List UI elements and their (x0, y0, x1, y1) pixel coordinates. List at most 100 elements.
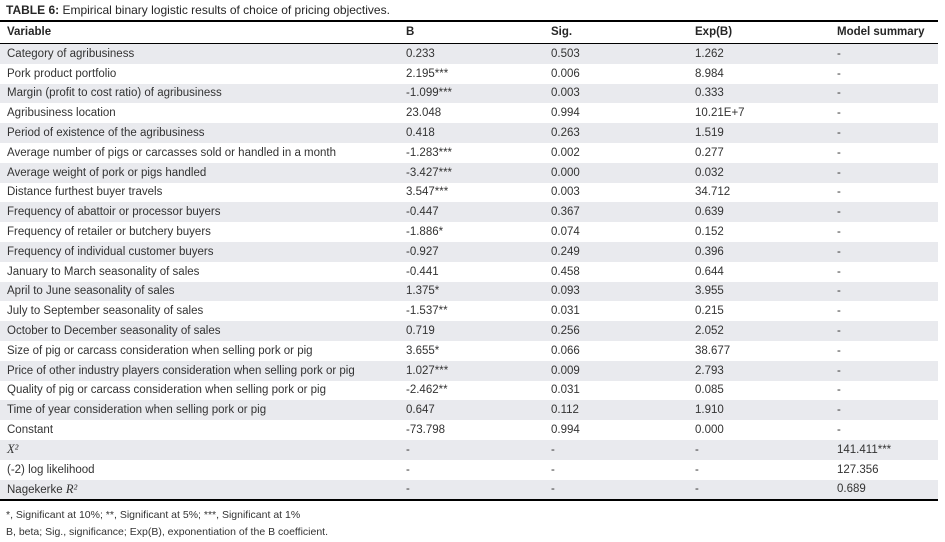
cell-sig: 0.112 (551, 404, 579, 417)
column-header-variable: Variable (0, 22, 400, 44)
cell-variable: Average weight of pork or pigs handled (0, 163, 400, 183)
cell-b: 23.048 (406, 107, 442, 120)
cell-exp-b: 8.984 (695, 67, 724, 80)
cell-b: - (406, 463, 410, 476)
cell-variable: Price of other industry players consider… (0, 361, 400, 381)
cell-exp-b: 0.215 (695, 305, 724, 318)
cell-model-summary: - (837, 265, 841, 278)
cell-exp-b: 0.277 (695, 146, 724, 159)
cell-exp-b: - (695, 443, 699, 456)
results-table: Variable B Sig. Exp(B) Model summary Categor… (0, 22, 938, 502)
cell-exp-b: 1.910 (695, 404, 724, 417)
table-row: Frequency of individual customer buyers -… (0, 241, 938, 262)
cell-sig: - (551, 443, 555, 456)
cell-variable: Quality of pig or carcass consideration … (0, 381, 400, 401)
cell-sig: 0.093 (551, 285, 580, 298)
cell-b: -3.427*** (406, 166, 453, 179)
cell-exp-b: 0.644 (695, 265, 724, 278)
cell-b: -2.462** (406, 384, 448, 397)
cell-variable: Category of agribusiness (0, 44, 400, 64)
cell-model-summary: - (837, 384, 841, 397)
variable-label: Margin (profit to cost ratio) of agribus… (7, 87, 222, 100)
cell-variable: July to September seasonality of sales (0, 301, 400, 321)
cell-sig: 0.031 (551, 384, 580, 397)
cell-b: 0.418 (406, 127, 435, 140)
cell-model-summary: - (837, 67, 841, 80)
cell-model-summary: 141.411*** (837, 443, 892, 456)
table-row: Pork product portfolio 2.195*** 0.006 8.984… (0, 64, 938, 84)
cell-exp-b: 2.052 (695, 325, 724, 338)
cell-variable: October to December seasonality of sales (0, 321, 400, 341)
table-row: Average weight of pork or pigs handled -3… (0, 162, 938, 183)
cell-exp-b: 0.032 (695, 166, 724, 179)
table-body: Category of agribusiness 0.233 0.503 1.262 -… (0, 43, 938, 502)
table-row: October to December seasonality of sales… (0, 321, 938, 341)
cell-variable: Period of existence of the agribusiness (0, 123, 400, 143)
table-row: Agribusiness location 23.048 0.994 10.21E+7… (0, 103, 938, 123)
cell-variable: Distance furthest buyer travels (0, 183, 400, 203)
variable-label: Price of other industry players consider… (7, 364, 355, 377)
cell-model-summary: - (837, 245, 841, 258)
cell-sig: 0.066 (551, 344, 580, 357)
cell-sig: 0.263 (551, 127, 580, 140)
cell-exp-b: - (689, 479, 831, 502)
cell-model-summary: - (837, 127, 841, 140)
cell-sig: 0.249 (551, 245, 580, 258)
variable-label: Pork product portfolio (7, 67, 117, 80)
cell-exp-b: 0.085 (695, 384, 724, 397)
variable-label: Quality of pig or carcass consideration … (7, 384, 326, 397)
cell-model-summary: - (837, 47, 841, 60)
cell-variable: Time of year consideration when selling … (0, 400, 400, 420)
table-row: Nagekerke R² - - -0.689 (0, 479, 938, 502)
cell-b: 0.647 (406, 404, 435, 417)
cell-b: - (406, 443, 410, 456)
table-row: Constant -73.798 0.994 0.000 - (0, 420, 938, 440)
variable-label: Average weight of pork or pigs handled (7, 166, 207, 179)
cell-b: 1.027*** (406, 364, 449, 377)
table-row: Time of year consideration when selling … (0, 400, 938, 421)
cell-model-summary: - (837, 206, 841, 219)
variable-label: Distance furthest buyer travels (7, 186, 163, 199)
cell-model-summary: 0.689 (831, 479, 938, 502)
cell-model-summary: 127.356 (837, 463, 879, 476)
cell-exp-b: 0.152 (695, 226, 724, 239)
variable-label: January to March seasonality of sales (7, 265, 200, 278)
table-row: January to March seasonality of sales - 0.… (0, 262, 938, 282)
variable-label: Constant (7, 424, 54, 437)
cell-variable: January to March seasonality of sales (0, 262, 400, 282)
cell-model-summary: - (837, 285, 841, 298)
variable-label: Frequency of abattoir or processor buyer… (7, 206, 221, 219)
table-row: Period of existence of the agribusiness 0… (0, 123, 938, 143)
cell-exp-b: 38.677 (695, 344, 731, 357)
cell-variable: Margin (profit to cost ratio) of agribus… (0, 84, 400, 104)
cell-model-summary: - (837, 87, 841, 100)
cell-variable: (-2) log likelihood (0, 460, 400, 480)
variable-math-symbol: X² (7, 442, 19, 457)
variable-label: October to December seasonality of sales (7, 325, 221, 338)
table-row: Category of agribusiness 0.233 0.503 1.262 - (0, 43, 938, 64)
variable-label: Frequency of retailer or butchery buyers (7, 226, 211, 239)
table-title: TABLE 6: Empirical binary logistic resul… (0, 2, 938, 22)
cell-exp-b: 34.712 (695, 186, 731, 199)
variable-label: Time of year consideration when selling … (7, 404, 267, 417)
cell-b: -1.283*** (406, 146, 453, 159)
cell-exp-b: 3.955 (695, 285, 724, 298)
cell-model-summary: - (837, 166, 841, 179)
variable-label: Period of existence of the agribusiness (7, 127, 205, 140)
cell-sig: 0.009 (551, 364, 580, 377)
cell-sig: 0.458 (551, 265, 580, 278)
column-header-sig: Sig. (545, 22, 689, 44)
cell-exp-b: 0.000 (695, 424, 724, 437)
footnote-significance: *, Significant at 10%; **, Significant a… (6, 509, 301, 522)
cell-sig: 0.003 (551, 186, 580, 199)
cell-sig: 0.000 (551, 166, 580, 179)
cell-exp-b: 1.262 (695, 47, 724, 60)
table-row: Margin (profit to cost ratio) of agribus… (0, 83, 938, 104)
cell-sig: 0.002 (551, 146, 580, 159)
cell-variable: Frequency of individual customer buyers (0, 242, 400, 262)
table-row: Quality of pig or carcass consideration … (0, 381, 938, 401)
cell-exp-b: 0.639 (695, 206, 724, 219)
table-row: Distance furthest buyer travels 3.547*** 0… (0, 183, 938, 203)
variable-label: Frequency of individual customer buyers (7, 245, 214, 258)
table-row: Frequency of abattoir or processor buyer… (0, 202, 938, 223)
